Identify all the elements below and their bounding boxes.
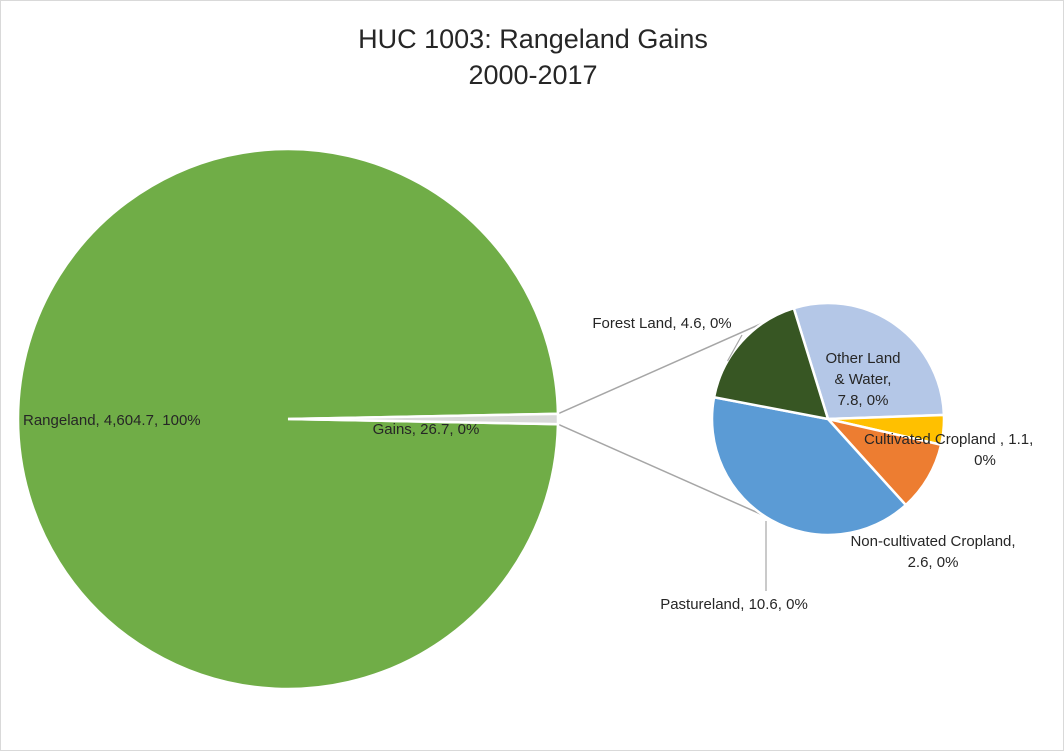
data-label-line: 7.8, 0% — [838, 392, 889, 409]
data-label-line: Non-cultivated Cropland, — [850, 533, 1015, 550]
data-label-cultivated-cropland: Cultivated Cropland , 1.1, 0% — [864, 431, 1033, 469]
connector-line-top — [557, 322, 764, 415]
data-label-rangeland: Rangeland, 4,604.7, 100% — [23, 412, 201, 429]
pie-slice-forest-land — [712, 306, 830, 421]
data-label-other-land-and-water: Other Land & Water, 7.8, 0% — [825, 350, 900, 409]
data-label-line: Other Land — [825, 350, 900, 367]
data-labels: Rangeland, 4,604.7, 100% Gains, 26.7, 0% O… — [23, 315, 1033, 613]
chart-title-line-2: 2000-2017 — [468, 60, 597, 90]
secondary-pie — [710, 301, 946, 537]
data-label-line: Gains, 26.7, 0% — [373, 421, 480, 438]
data-label-forest-land: Forest Land, 4.6, 0% — [592, 315, 731, 332]
data-label-line: 2.6, 0% — [908, 554, 959, 571]
data-label-non-cultivated-cropland: Non-cultivated Cropland, 2.6, 0% — [850, 533, 1015, 571]
pie-slice-other-land-and-water — [792, 301, 946, 421]
data-label-line: Rangeland, 4,604.7, 100% — [23, 412, 201, 429]
data-label-line: 0% — [974, 452, 996, 469]
data-label-line: Pastureland, 10.6, 0% — [660, 596, 808, 613]
main-pie — [16, 147, 560, 691]
data-label-gains: Gains, 26.7, 0% — [373, 421, 480, 438]
pie-slice-pastureland — [710, 395, 908, 537]
connector-lines — [557, 322, 764, 516]
connector-line-bottom — [557, 423, 764, 516]
chart-title-line-1: HUC 1003: Rangeland Gains — [358, 24, 708, 54]
data-label-line: & Water, — [835, 371, 892, 388]
pie-slice-rangeland — [16, 147, 560, 691]
data-label-pastureland: Pastureland, 10.6, 0% — [660, 596, 808, 613]
leader-line-forest-land — [727, 334, 743, 362]
data-label-line: Cultivated Cropland , 1.1, — [864, 431, 1033, 448]
pie-slice-gains — [287, 412, 560, 426]
data-label-line: Forest Land, 4.6, 0% — [592, 315, 731, 332]
